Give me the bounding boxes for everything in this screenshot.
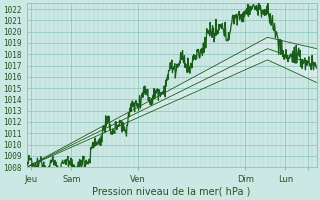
X-axis label: Pression niveau de la mer( hPa ): Pression niveau de la mer( hPa )	[92, 187, 251, 197]
